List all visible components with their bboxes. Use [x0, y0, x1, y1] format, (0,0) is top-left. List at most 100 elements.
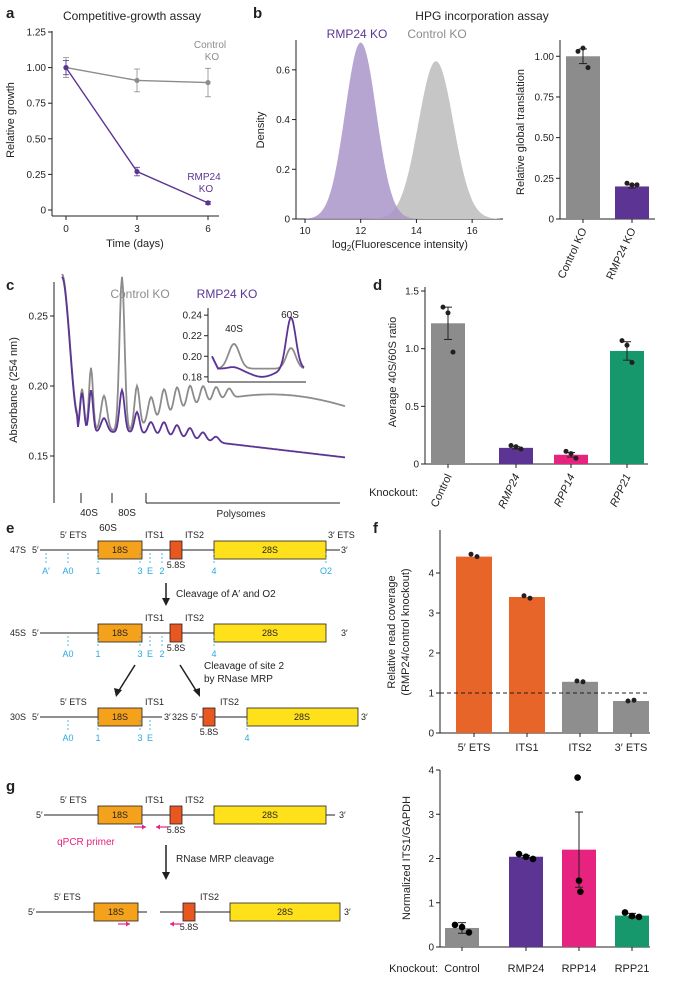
panel-a-control-label-2: KO [205, 52, 220, 63]
panel-a-ytick-label: 1.25 [27, 28, 47, 39]
panel-d-point [619, 338, 625, 344]
panel-e-32s-28s [246, 707, 359, 727]
panel-b-bar-ytick-label: 0.75 [535, 92, 555, 103]
panel-f-point [574, 678, 580, 684]
panel-b-density-plot [305, 42, 500, 219]
panel-e-32s-58s [202, 707, 216, 727]
panel-b-bar-point [575, 48, 581, 54]
panel-g-top-28s-label: 28S [262, 810, 278, 820]
panel-d-point [450, 349, 456, 355]
panel-e-site-label: E [147, 733, 153, 743]
panel-f-lower-category: Control [444, 963, 479, 975]
panel-g-top-58s-label: 5.8S [167, 825, 186, 835]
panel-e-30s-18s [97, 707, 143, 727]
panel-b-ytick-label: 0 [284, 215, 290, 226]
panel-c-x-40s: 40S [80, 508, 98, 519]
panel-d-ytick-label: 0.5 [405, 402, 419, 413]
panel-f-lower-category: RMP24 [508, 963, 545, 975]
panel-b-bar-ytick-label: 1.00 [535, 52, 555, 63]
panel-d-point [440, 304, 446, 310]
panel-c-inset-trace-control [211, 342, 305, 370]
panel-a-xtick-label: 0 [63, 224, 69, 235]
panel-b-bar-ytick-label: 0 [548, 215, 554, 226]
panel-b-bar-ytick-label: 0.25 [535, 174, 555, 185]
panel-e-site-label: 1 [95, 649, 100, 659]
panel-e-site-label: 4 [244, 733, 249, 743]
panel-b-label: b [253, 5, 262, 22]
panel-c-inset-60s: 60S [281, 310, 299, 321]
panel-b-x-label-pre: log [332, 239, 347, 251]
panel-b-bar-y-label: Relative global translation [515, 69, 527, 195]
panel-a-plot [63, 57, 211, 206]
panel-f-bar-2 [562, 681, 598, 733]
panel-g-top-28s [213, 805, 327, 825]
panel-c-x-80s: 80S [118, 508, 136, 519]
panel-e-site-label: E [147, 566, 153, 576]
panel-g-bottom-58s-label: 5.8S [180, 922, 199, 932]
panel-e-47s-58s [169, 540, 183, 560]
panel-d-category: RMP24 [496, 472, 522, 510]
panel-a-rmp24-label-2: KO [199, 184, 214, 195]
panel-g-primer-label: qPCR primer [57, 837, 115, 848]
panel-a-ytick-label: 0.75 [27, 99, 47, 110]
panel-e-arrow-1-head [162, 598, 170, 606]
panel-b-ticks: 0 0.2 0.4 0.6 10 12 14 16 [276, 65, 478, 237]
panel-c-control-label: Control KO [110, 287, 169, 301]
panel-e-arrow-2a-head [114, 688, 122, 697]
panel-e: e 47S 5′ 18S 28S 3′ 5′ ETS ITS1 ITS2 3′ ETS 5.8S A… [6, 520, 368, 743]
panel-c-y-label: Absorbance (254 nm) [8, 337, 20, 443]
panel-e-site-label: 4 [211, 566, 216, 576]
panel-e-30s-5ets: 5′ ETS [60, 697, 87, 707]
panel-b-xtick-label: 14 [411, 226, 423, 237]
panel-d-ytick-label: 1.5 [405, 287, 419, 298]
panel-g-bottom-primer-rev-head [170, 921, 174, 927]
panel-c-label: c [6, 277, 14, 294]
panel-e-site-label: 3 [137, 733, 142, 743]
panel-f-lower-category: RPP14 [562, 963, 597, 975]
panel-c-inset-ticks: 0.18 0.20 0.22 0.24 [183, 311, 208, 383]
panel-e-site-label: O2 [320, 566, 332, 576]
panel-e-45s-28s-label: 28S [262, 628, 278, 638]
panel-c-ytick-label: 0.25 [29, 312, 49, 323]
panel-b: b HPG incorporation assay RMP24 KO Contr… [253, 5, 655, 282]
panel-d-label: d [373, 277, 382, 294]
panel-a-point-rmp24 [205, 200, 211, 206]
panel-c-inset-plot [211, 316, 305, 378]
panel-f-lower-bar-3 [615, 915, 649, 947]
panel-e-47s-3prime: 3′ [341, 545, 348, 555]
panel-e-45s-58s [169, 623, 183, 643]
panel-e-32s-28s-label: 28S [294, 712, 310, 722]
panel-g-top-its2: ITS2 [185, 795, 204, 805]
panel-f: f 0 1 2 3 4 5′ ETS ITS1 ITS2 3′ ETS Relative re… [373, 520, 650, 975]
panel-d-bar-1 [499, 447, 533, 464]
panel-f-bar-0 [456, 556, 492, 733]
panel-f-point [625, 698, 631, 704]
panel-f-lower-point [458, 923, 466, 931]
panel-f-lower-point [451, 921, 459, 929]
panel-f-category: ITS2 [568, 742, 591, 754]
panel-f-lower-point [574, 774, 581, 781]
panel-e-30s-name: 30S [10, 712, 26, 722]
panel-g-top-primer-fwd-head [142, 824, 146, 830]
panel-f-ytick-label: 4 [428, 569, 434, 580]
panel-b-bar-1 [615, 186, 649, 219]
panel-a-xtick-label: 3 [134, 224, 140, 235]
panel-d-ticks: 0 0.5 1.0 1.5 [405, 287, 425, 471]
panel-b-density-rmp24 [305, 42, 500, 219]
panel-c-ytick-label: 0.20 [29, 382, 49, 393]
panel-e-site-label: 2 [159, 566, 164, 576]
panel-f-y-label-2: (RMP24/control knockout) [400, 568, 412, 695]
panel-d-knockout-label: Knockout: [369, 487, 418, 499]
panel-d-bar-2 [554, 454, 588, 464]
panel-e-site-label: 2 [159, 649, 164, 659]
panel-c-x-60s: 60S [99, 523, 117, 534]
panel-e-32s-5prime: 5′ [191, 712, 198, 722]
panel-e-47s-its1: ITS1 [145, 530, 164, 540]
panel-d-point [513, 444, 519, 450]
panel-e-47s-58s-label: 5.8S [167, 560, 186, 570]
panel-f-lower-ytick-label: 2 [428, 854, 434, 865]
panel-e-45s-28s [213, 623, 327, 643]
panel-e-47s-28s-label: 28S [262, 545, 278, 555]
panel-b-x-label: log2(Fluorescence intensity) [332, 239, 468, 253]
panel-g-top-5prime: 5′ [36, 810, 43, 820]
